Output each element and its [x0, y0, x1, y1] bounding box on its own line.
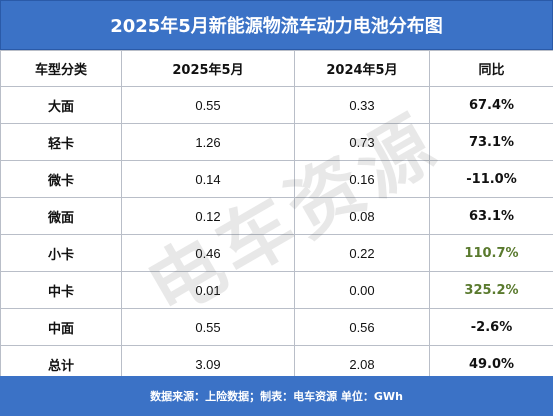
row-yoy: -11.0% — [429, 160, 553, 198]
row-category: 中卡 — [0, 271, 122, 309]
row-category: 小卡 — [0, 234, 122, 272]
table-body: 大面 0.55 0.33 67.4% 轻卡 1.26 0.73 73.1% 微卡 0.14 0.16… — [0, 86, 553, 383]
column-header-2024-may: 2024年5月 — [294, 50, 430, 87]
row-value-2025: 0.01 — [121, 271, 295, 309]
row-value-2024: 0.33 — [294, 86, 430, 124]
row-category: 微面 — [0, 197, 122, 235]
row-yoy: -2.6% — [429, 308, 553, 346]
row-category: 大面 — [0, 86, 122, 124]
row-value-2025: 1.26 — [121, 123, 295, 161]
row-value-2024: 0.08 — [294, 197, 430, 235]
row-value-2024: 0.73 — [294, 123, 430, 161]
row-value-2025: 0.46 — [121, 234, 295, 272]
row-yoy: 325.2% — [429, 271, 553, 309]
table-row: 小卡 0.46 0.22 110.7% — [0, 234, 553, 272]
column-header-2025-may: 2025年5月 — [121, 50, 295, 87]
column-header-category: 车型分类 — [0, 50, 122, 87]
table-row: 中卡 0.01 0.00 325.2% — [0, 271, 553, 309]
table-row: 微面 0.12 0.08 63.1% — [0, 197, 553, 235]
row-yoy: 63.1% — [429, 197, 553, 235]
row-value-2024: 0.56 — [294, 308, 430, 346]
row-value-2025: 0.55 — [121, 86, 295, 124]
column-header-yoy: 同比 — [429, 50, 553, 87]
table-row: 大面 0.55 0.33 67.4% — [0, 86, 553, 124]
table-row: 轻卡 1.26 0.73 73.1% — [0, 123, 553, 161]
table-row: 微卡 0.14 0.16 -11.0% — [0, 160, 553, 198]
row-yoy: 110.7% — [429, 234, 553, 272]
battery-distribution-table: 车型分类 2025年5月 2024年5月 同比 大面 0.55 0.33 67.4% 轻… — [0, 50, 553, 383]
row-category: 轻卡 — [0, 123, 122, 161]
table-footer: 数据来源：上险数据；制表：电车资源 单位：GWh — [0, 376, 553, 416]
row-category: 微卡 — [0, 160, 122, 198]
row-yoy: 67.4% — [429, 86, 553, 124]
table-title: 2025年5月新能源物流车动力电池分布图 — [0, 0, 553, 50]
row-value-2024: 0.16 — [294, 160, 430, 198]
row-value-2025: 0.12 — [121, 197, 295, 235]
row-value-2025: 0.14 — [121, 160, 295, 198]
table-row: 中面 0.55 0.56 -2.6% — [0, 308, 553, 346]
row-yoy: 73.1% — [429, 123, 553, 161]
row-category: 中面 — [0, 308, 122, 346]
row-value-2025: 0.55 — [121, 308, 295, 346]
row-value-2024: 0.22 — [294, 234, 430, 272]
row-value-2024: 0.00 — [294, 271, 430, 309]
header-row: 车型分类 2025年5月 2024年5月 同比 — [0, 50, 553, 87]
